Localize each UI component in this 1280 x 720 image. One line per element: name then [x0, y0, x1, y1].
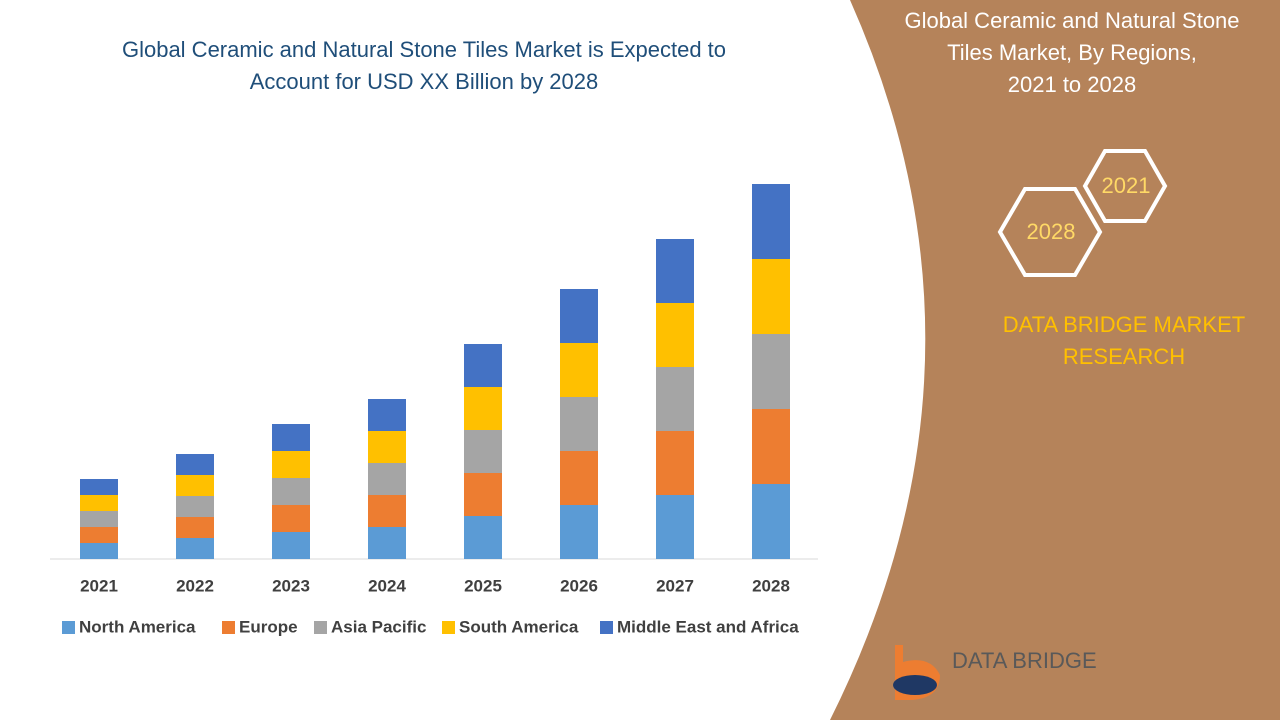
hexagon [997, 187, 1103, 277]
x-tick-label: 2025 [464, 576, 502, 595]
bar-segment [752, 484, 790, 559]
bar-segment [80, 543, 118, 559]
x-tick-label: 2024 [368, 576, 406, 595]
legend-swatch [62, 621, 75, 634]
brand-text: DATA BRIDGE MARKET [1003, 312, 1245, 337]
bar-segment [80, 495, 118, 511]
bar-segment [560, 397, 598, 451]
panel-title: 2021 to 2028 [1008, 72, 1136, 97]
legend-label: Asia Pacific [331, 617, 426, 636]
hex-label: 2028 [1027, 219, 1076, 244]
chart-title: Global Ceramic and Natural Stone Tiles M… [122, 37, 726, 62]
bar-segment [464, 344, 502, 387]
legend-label: Middle East and Africa [617, 617, 799, 636]
bar-segment [656, 431, 694, 495]
bar-segment [656, 495, 694, 559]
bar-segment [272, 532, 310, 559]
bar-segment [464, 473, 502, 516]
panel-title: Global Ceramic and Natural Stone [904, 8, 1239, 33]
bar-segment [752, 334, 790, 409]
bar-segment [368, 431, 406, 463]
bar-segment [752, 184, 790, 259]
bar-segment [368, 463, 406, 495]
bar-segment [368, 495, 406, 527]
bar-segment [368, 527, 406, 559]
bar-segment [752, 409, 790, 484]
bar-segment [176, 538, 214, 559]
legend-label: North America [79, 617, 196, 636]
brand-text: RESEARCH [1063, 344, 1185, 369]
bar-segment [560, 505, 598, 559]
legend-swatch [442, 621, 455, 634]
x-tick-label: 2026 [560, 576, 598, 595]
bar-segment [464, 430, 502, 473]
bar-segment [176, 454, 214, 475]
panel-title: Tiles Market, By Regions, [947, 40, 1197, 65]
bar-segment [176, 517, 214, 538]
bar-segment [560, 289, 598, 343]
legend-swatch [314, 621, 327, 634]
bar-segment [560, 343, 598, 397]
bar-segment [464, 387, 502, 430]
legend-swatch [222, 621, 235, 634]
bar-segment [80, 527, 118, 543]
bar-segment [656, 239, 694, 303]
x-tick-label: 2022 [176, 576, 214, 595]
bar-segment [464, 516, 502, 559]
bar-segment [560, 451, 598, 505]
legend-swatch [600, 621, 613, 634]
bar-segment [176, 475, 214, 496]
logo: DATA BRIDGE [893, 645, 1097, 700]
bar-segment [752, 259, 790, 334]
legend-label: Europe [239, 617, 298, 636]
legend-label: South America [459, 617, 579, 636]
bar-segment [656, 367, 694, 431]
bar-segment [656, 303, 694, 367]
bar-segment [272, 424, 310, 451]
bar-segment [176, 496, 214, 517]
bar-segment [368, 399, 406, 431]
side-panel [830, 0, 1280, 720]
bar-segment [80, 479, 118, 495]
logo-text: DATA BRIDGE [952, 648, 1097, 673]
bar-segment [272, 451, 310, 478]
x-tick-label: 2023 [272, 576, 310, 595]
hex-label: 2021 [1102, 173, 1151, 198]
hexagon [1082, 149, 1168, 223]
chart-title: Account for USD XX Billion by 2028 [250, 69, 599, 94]
bar-segment [272, 505, 310, 532]
logo-icon [893, 675, 937, 695]
bar-segment [80, 511, 118, 527]
x-tick-label: 2021 [80, 576, 118, 595]
bar-segment [272, 478, 310, 505]
x-tick-label: 2028 [752, 576, 790, 595]
x-tick-label: 2027 [656, 576, 694, 595]
